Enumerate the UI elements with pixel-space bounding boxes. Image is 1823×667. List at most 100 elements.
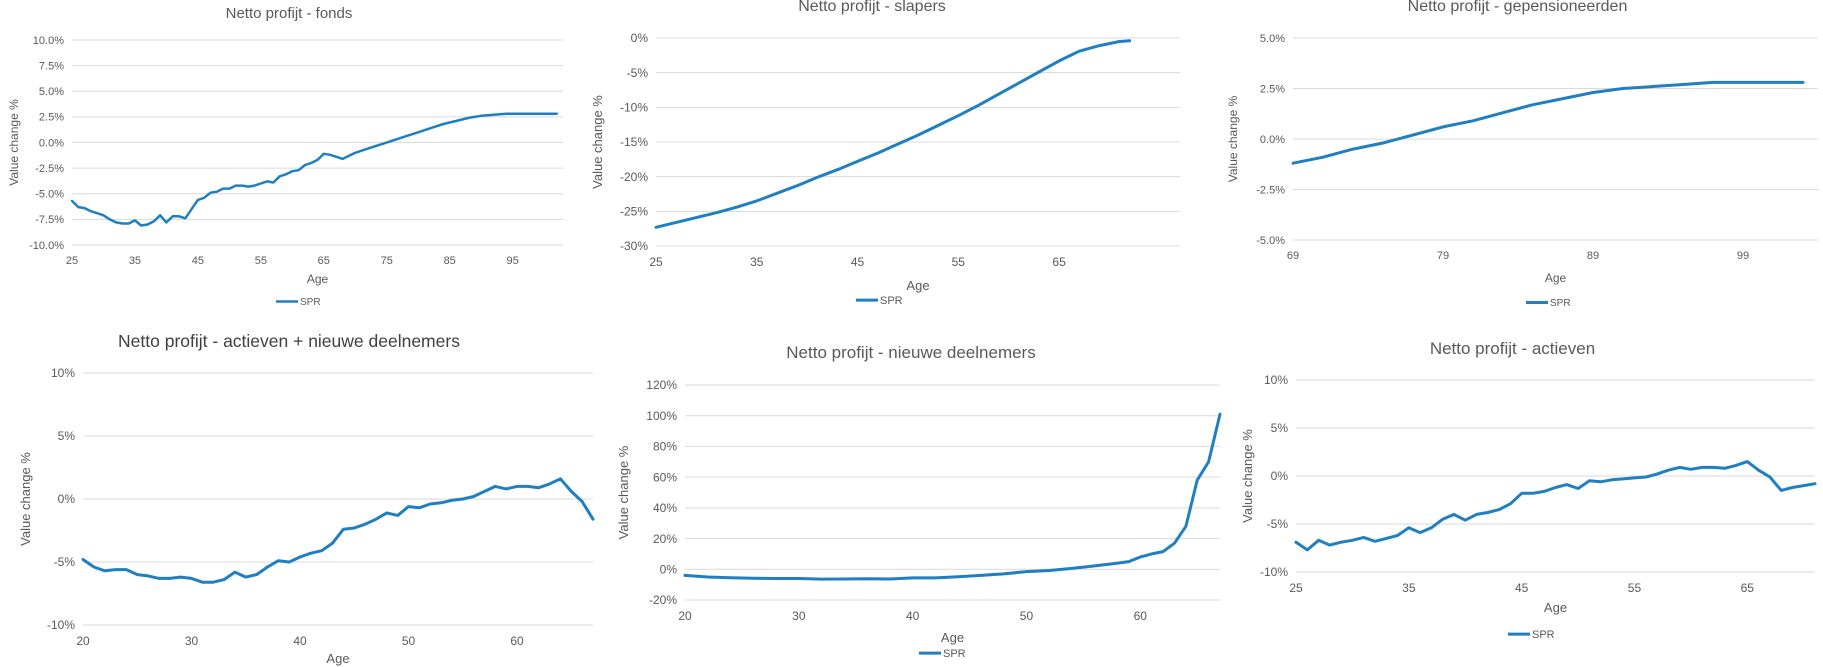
y-tick-label: -20%: [649, 593, 677, 607]
chart-title: Netto profijt - fonds: [225, 5, 353, 22]
series-line-spr: [1291, 80, 1805, 165]
x-tick-label: 65: [1741, 581, 1755, 595]
chart-panel-actieven: Netto profijt - actieven -10% -5% 0% 5% 10% 2…: [1230, 325, 1823, 667]
x-tick-label: 30: [185, 634, 199, 648]
x-tick-label: 20: [76, 634, 90, 648]
y-tick-label: 0.0%: [1260, 134, 1285, 146]
y-tick-label: -2.5%: [35, 163, 64, 175]
x-tick-label: 40: [293, 634, 307, 648]
series-line-spr: [70, 112, 558, 227]
x-tick-label: 45: [851, 255, 865, 269]
y-tick-label: -2.5%: [1256, 184, 1285, 196]
y-tick-label: -5%: [54, 555, 76, 569]
chart-svg-actieven-nieuwe: -10% -5% 0% 5% 10% 20 30 40 50 60 Age Value change …: [18, 366, 595, 666]
x-tick-label: 20: [678, 609, 692, 623]
y-tick-label: 5.0%: [1260, 33, 1285, 45]
x-tick-label: 65: [318, 255, 330, 267]
x-axis-label: Age: [941, 630, 964, 645]
x-tick-label: 25: [649, 255, 663, 269]
y-tick-label: 10%: [1264, 373, 1288, 387]
chart-title: Netto profijt - actieven: [1429, 339, 1596, 358]
chart-svg-actieven: -10% -5% 0% 5% 10% 25 35 45 55 65 Age Value change …: [1240, 373, 1817, 641]
y-tick-label: -10%: [47, 618, 75, 632]
y-tick-label: 0%: [58, 492, 76, 506]
x-tick-label: 60: [1134, 609, 1148, 623]
y-tick-label: 100%: [646, 409, 677, 423]
x-tick-label: 30: [792, 609, 806, 623]
y-axis-label: Value change %: [1226, 95, 1240, 182]
chart-panel-nieuwe-deelnemers: Netto profijt - nieuwe deelnemers -20% 0%…: [610, 325, 1222, 667]
x-tick-label: 60: [510, 634, 524, 648]
y-tick-label: 80%: [653, 440, 677, 454]
y-tick-label: -7.5%: [35, 214, 64, 226]
legend-label: SPR: [880, 295, 903, 307]
x-axis-label: Age: [906, 278, 929, 293]
x-tick-label: 55: [255, 255, 267, 267]
x-tick-label: 35: [1402, 581, 1416, 595]
y-tick-label: -30%: [620, 239, 648, 253]
y-tick-label: -15%: [620, 135, 648, 149]
x-tick-label: 40: [906, 609, 920, 623]
chart-panel-gepensioneerden: Netto profijt - gepensioneerden -5.0% -2.…: [1220, 0, 1823, 310]
x-tick-label: 69: [1287, 250, 1299, 262]
y-tick-label: -10.0%: [29, 240, 64, 252]
x-tick-label: 85: [444, 255, 456, 267]
y-axis-label: Value change %: [18, 452, 33, 546]
chart-svg-gepensioneerden: -5.0% -2.5% 0.0% 2.5% 5.0% 69 79 89 99 Age Value c…: [1226, 33, 1818, 309]
x-tick-label: 50: [402, 634, 416, 648]
series-line-spr: [683, 412, 1222, 581]
y-tick-label: 0%: [660, 562, 678, 576]
chart-svg-fonds: -10.0% -7.5% -5.0% -2.5% 0.0% 2.5% 5.0% 7.5% 10.…: [7, 35, 563, 308]
y-tick-label: 10%: [51, 366, 75, 380]
y-tick-label: 0%: [631, 31, 649, 45]
x-axis-label: Age: [1544, 600, 1567, 615]
x-tick-label: 35: [129, 255, 141, 267]
x-tick-label: 89: [1587, 250, 1599, 262]
y-axis-label: Value change %: [616, 445, 631, 539]
legend-label: SPR: [943, 648, 966, 660]
y-tick-label: -5.0%: [35, 189, 64, 201]
x-tick-label: 55: [952, 255, 966, 269]
x-tick-label: 35: [750, 255, 764, 269]
y-tick-label: 2.5%: [39, 112, 64, 124]
x-axis-label: Age: [307, 272, 329, 286]
y-tick-label: -20%: [620, 170, 648, 184]
y-tick-label: 5.0%: [39, 86, 64, 98]
y-tick-label: 0%: [1271, 469, 1289, 483]
legend-label: SPR: [300, 297, 321, 308]
series-line-spr: [81, 477, 595, 584]
series-line-spr: [654, 39, 1132, 229]
y-tick-label: 20%: [653, 532, 677, 546]
chart-panel-actieven-nieuwe: Netto profijt - actieven + nieuwe deelne…: [0, 325, 600, 667]
y-axis-label: Value change %: [590, 95, 605, 189]
y-tick-label: 10.0%: [33, 35, 64, 47]
y-tick-label: -5.0%: [1256, 235, 1285, 247]
y-axis-label: Value change %: [7, 99, 21, 186]
chart-title: Netto profijt - nieuwe deelnemers: [786, 343, 1036, 362]
x-tick-label: 45: [1515, 581, 1529, 595]
legend-label: SPR: [1532, 629, 1555, 641]
y-tick-label: -10%: [1260, 565, 1288, 579]
x-tick-label: 75: [381, 255, 393, 267]
y-tick-label: 120%: [646, 378, 677, 392]
x-tick-label: 65: [1052, 255, 1066, 269]
x-tick-label: 95: [507, 255, 519, 267]
y-tick-label: 0.0%: [39, 137, 64, 149]
y-axis-label: Value change %: [1240, 429, 1255, 523]
x-axis-label: Age: [1545, 271, 1567, 285]
y-tick-label: -25%: [620, 205, 648, 219]
series-line-spr: [1294, 460, 1817, 552]
y-tick-label: -10%: [620, 101, 648, 115]
chart-svg-slapers: -30% -25% -20% -15% -10% -5% 0% 25 35 45 55 65 Age Va…: [590, 31, 1180, 307]
chart-svg-nieuwe-deelnemers: -20% 0% 20% 40% 60% 80% 100% 120% 20 30 40 50 60 Age V…: [616, 378, 1222, 660]
y-tick-label: 40%: [653, 501, 677, 515]
x-tick-label: 25: [66, 255, 78, 267]
legend-label: SPR: [1550, 298, 1571, 309]
chart-title: Netto profijt - gepensioneerden: [1407, 0, 1628, 15]
x-tick-label: 45: [192, 255, 204, 267]
x-tick-label: 79: [1437, 250, 1449, 262]
y-tick-label: 2.5%: [1260, 83, 1285, 95]
x-axis-label: Age: [326, 651, 349, 666]
x-tick-label: 25: [1289, 581, 1303, 595]
y-tick-label: 5%: [1271, 421, 1289, 435]
